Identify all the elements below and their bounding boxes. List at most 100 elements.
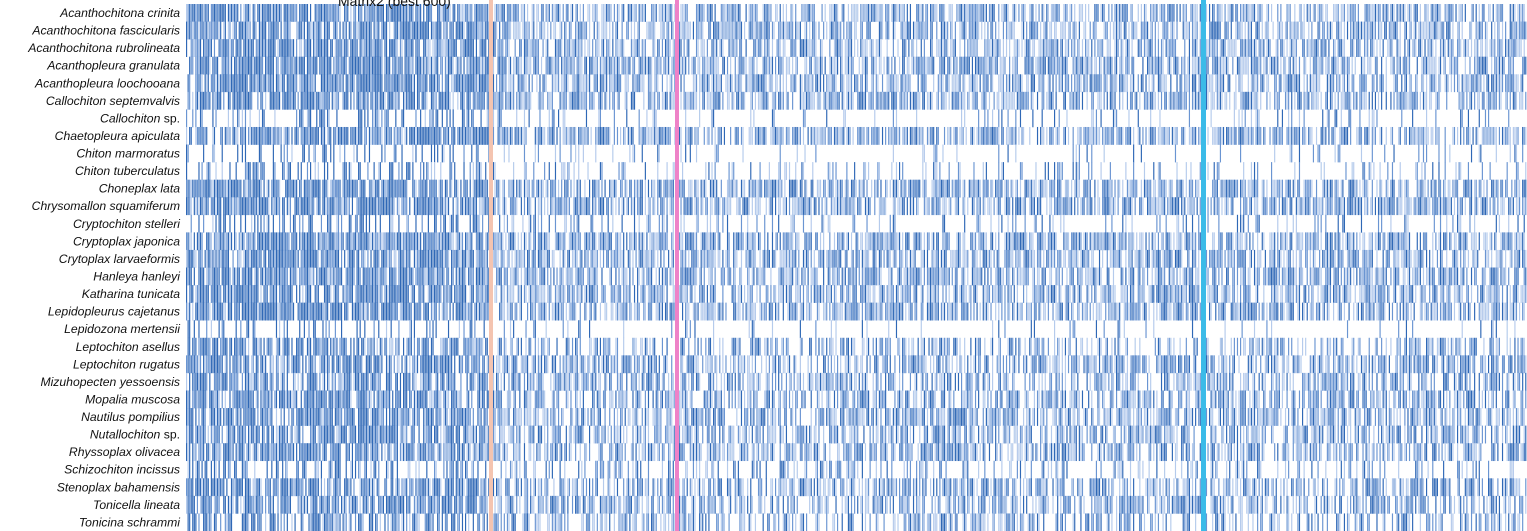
heatmap-cell xyxy=(663,21,665,40)
heatmap-cell xyxy=(988,4,991,22)
heatmap-cell xyxy=(823,126,825,145)
heatmap-cell xyxy=(1021,21,1023,40)
heatmap-cell xyxy=(1353,39,1355,57)
heatmap-cell xyxy=(486,126,488,145)
heatmap-cell xyxy=(1024,56,1026,75)
heatmap-cell xyxy=(244,109,247,128)
heatmap-cell xyxy=(787,21,789,40)
heatmap-cell xyxy=(551,126,553,145)
heatmap-cell xyxy=(474,126,476,145)
heatmap-cell xyxy=(897,74,899,93)
heatmap-cell xyxy=(1274,56,1276,75)
heatmap-cell xyxy=(1005,39,1008,57)
heatmap-cell xyxy=(1049,21,1051,40)
heatmap-cell xyxy=(1466,126,1468,145)
heatmap-cell xyxy=(1424,126,1426,145)
heatmap-cell xyxy=(1150,109,1152,128)
heatmap-cell xyxy=(1255,39,1257,57)
heatmap-cell xyxy=(285,21,287,40)
heatmap-cell xyxy=(663,56,665,75)
heatmap-cell xyxy=(1342,74,1344,93)
heatmap-cell xyxy=(987,126,989,145)
heatmap-cell xyxy=(1198,56,1200,75)
heatmap-cell xyxy=(1038,4,1040,22)
heatmap-cell xyxy=(195,56,197,75)
heatmap-cell xyxy=(415,39,417,57)
heatmap-cell xyxy=(616,56,619,75)
heatmap-cell xyxy=(1193,56,1195,75)
heatmap-cell xyxy=(686,91,688,110)
heatmap-cell xyxy=(1170,21,1172,40)
heatmap-cell xyxy=(1322,4,1324,22)
heatmap-cell xyxy=(1274,144,1276,163)
heatmap-cell xyxy=(334,4,336,22)
heatmap-cell xyxy=(1277,91,1279,110)
heatmap-cell xyxy=(187,144,189,163)
heatmap-cell xyxy=(998,39,1000,57)
heatmap-cell xyxy=(427,21,429,40)
heatmap-cell xyxy=(638,39,640,57)
heatmap-cell xyxy=(933,4,935,22)
heatmap-cell xyxy=(471,39,473,57)
heatmap-cell xyxy=(1216,126,1218,145)
heatmap-cell xyxy=(457,126,459,145)
heatmap-cell xyxy=(1435,39,1437,57)
heatmap-cell xyxy=(291,91,293,110)
heatmap-cell xyxy=(418,56,420,75)
heatmap-cell xyxy=(215,109,217,128)
heatmap-cell xyxy=(933,162,935,180)
heatmap-cell xyxy=(1398,4,1400,22)
heatmap-cell xyxy=(813,4,815,22)
heatmap-cell xyxy=(971,74,974,93)
heatmap-cell xyxy=(660,56,662,75)
heatmap-cell xyxy=(714,126,716,145)
heatmap-cell xyxy=(1452,21,1454,40)
heatmap-cell xyxy=(1481,56,1483,75)
heatmap-cell xyxy=(257,39,259,57)
heatmap-cell xyxy=(748,126,750,145)
heatmap-cell xyxy=(531,21,533,40)
heatmap-cell xyxy=(306,56,309,75)
heatmap-cell xyxy=(272,126,274,145)
heatmap-cell xyxy=(243,74,245,93)
heatmap-cell xyxy=(1253,91,1256,110)
heatmap-cell xyxy=(739,4,741,22)
heatmap-cell xyxy=(815,144,817,163)
heatmap-cell xyxy=(540,126,543,145)
heatmap-cell xyxy=(333,74,335,93)
heatmap-cell xyxy=(1078,74,1080,93)
heatmap-cell xyxy=(1212,21,1214,40)
heatmap-cell xyxy=(328,21,330,40)
heatmap-cell xyxy=(587,162,589,180)
heatmap-cell xyxy=(347,126,349,145)
heatmap-cell xyxy=(1343,91,1346,110)
heatmap-cell xyxy=(1047,39,1049,57)
heatmap-cell xyxy=(671,74,673,93)
heatmap-cell xyxy=(199,109,202,128)
heatmap-cell xyxy=(1404,39,1406,57)
heatmap-cell xyxy=(327,56,329,75)
heatmap-cell xyxy=(612,56,614,75)
heatmap-cell xyxy=(948,162,950,180)
heatmap-cell xyxy=(509,126,512,145)
heatmap-cell xyxy=(661,21,664,40)
heatmap-cell xyxy=(671,91,673,110)
heatmap-cell xyxy=(327,21,329,40)
heatmap-cell xyxy=(837,91,839,110)
heatmap-cell xyxy=(1105,21,1107,40)
heatmap-cell xyxy=(1404,126,1406,145)
heatmap-cell xyxy=(841,74,843,93)
heatmap-cell xyxy=(430,144,433,163)
heatmap-cell xyxy=(578,144,580,163)
heatmap-cell xyxy=(781,91,783,110)
heatmap-cell xyxy=(249,39,251,57)
heatmap-cell xyxy=(951,21,953,40)
heatmap-cell xyxy=(812,162,814,180)
heatmap-cell xyxy=(292,39,295,57)
heatmap-cell xyxy=(1123,74,1125,93)
heatmap-cell xyxy=(1481,39,1483,57)
heatmap-cell xyxy=(1191,56,1194,75)
heatmap-cell xyxy=(1384,21,1386,40)
heatmap-cell xyxy=(523,144,526,163)
heatmap-cell xyxy=(344,91,346,110)
